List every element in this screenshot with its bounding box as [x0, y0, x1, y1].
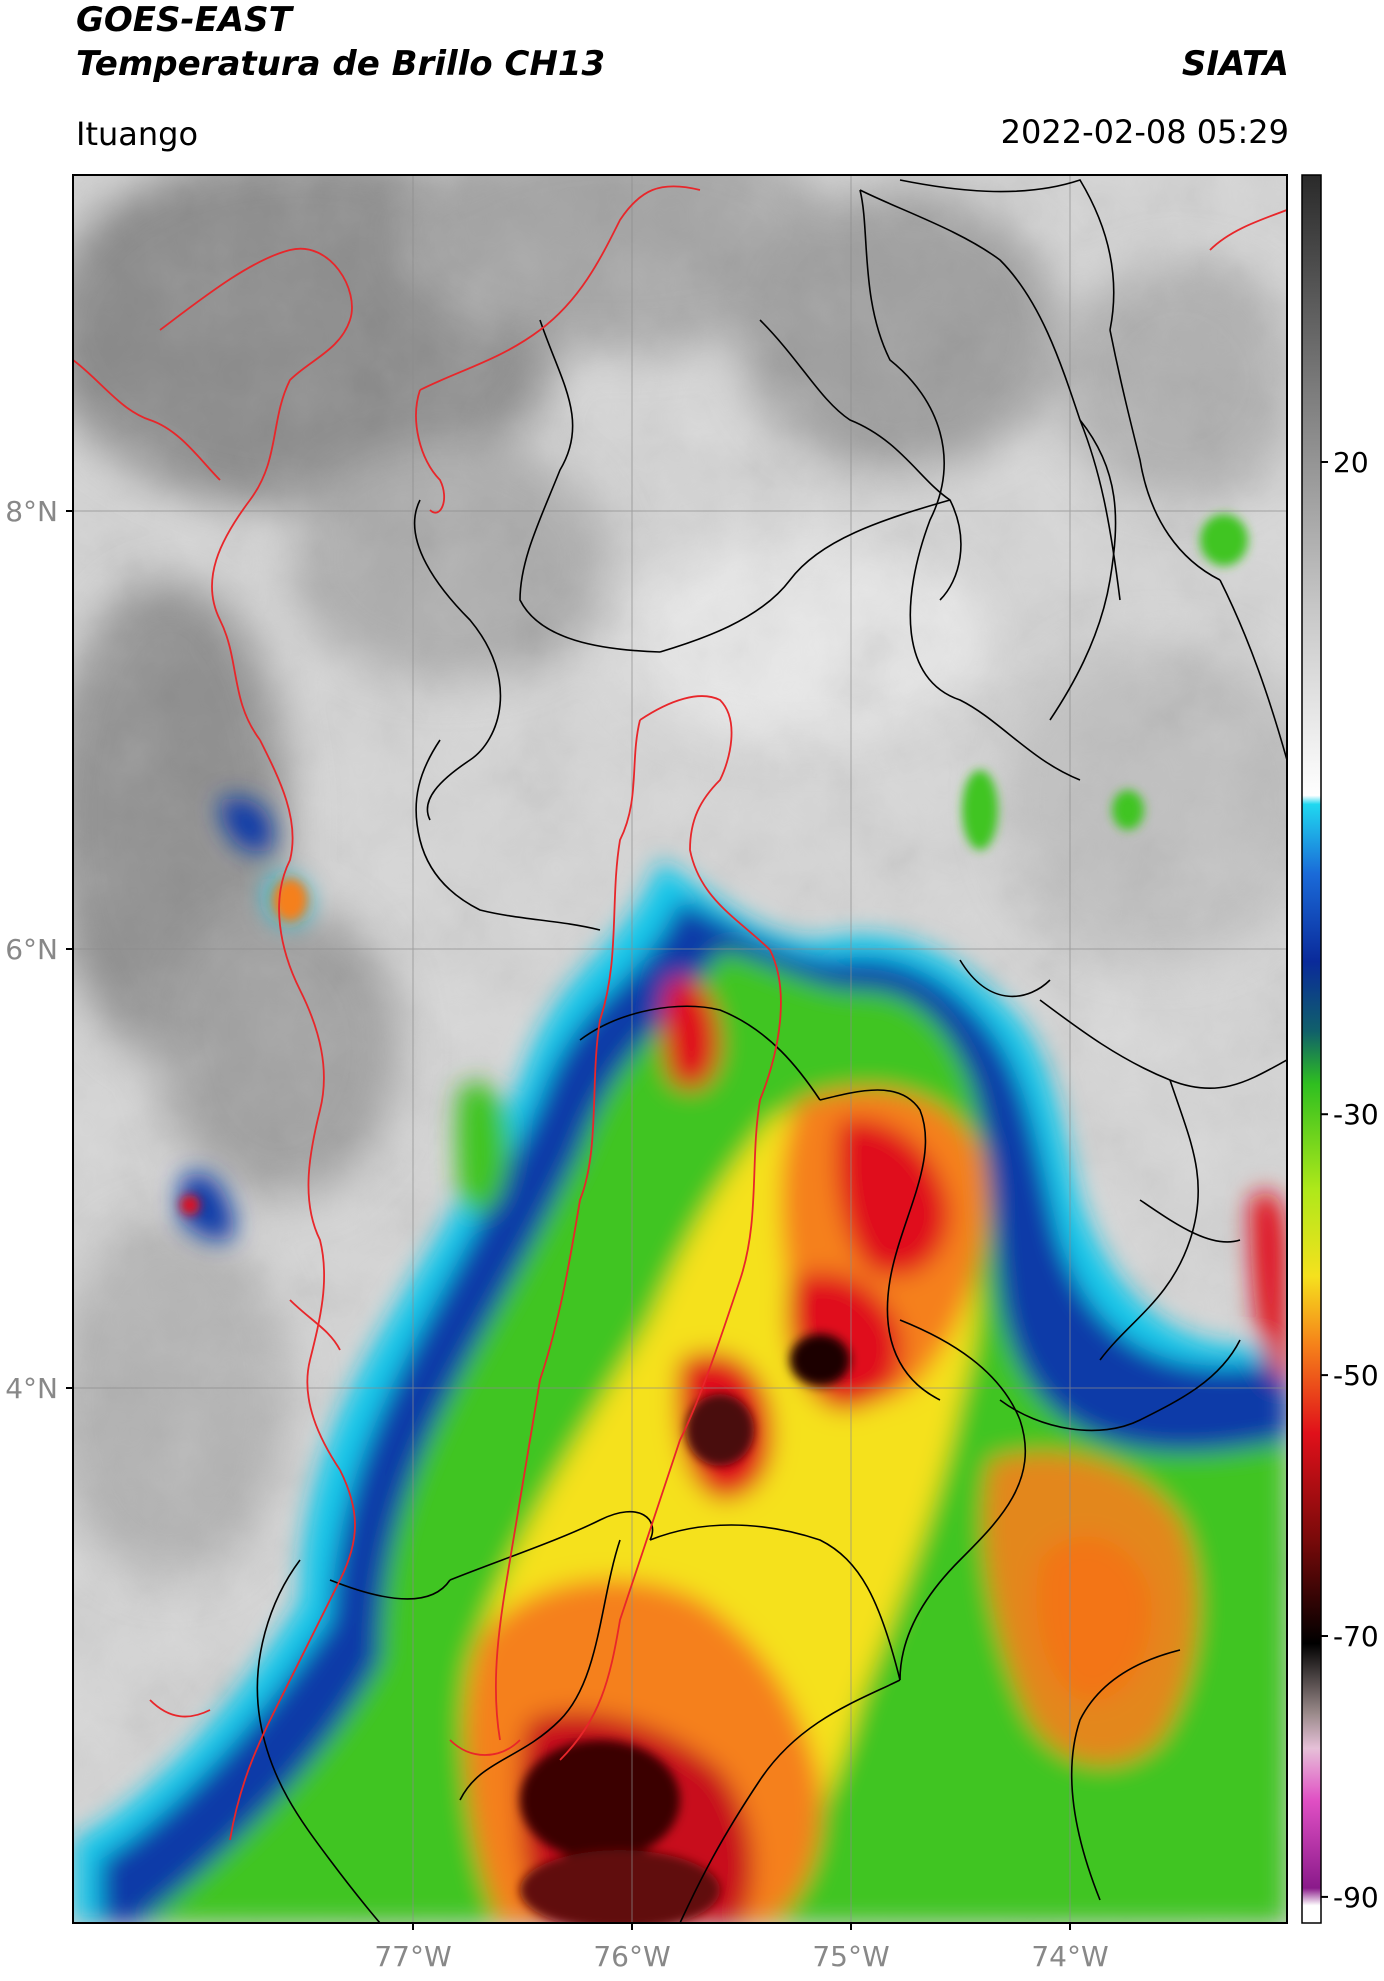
map-ticks: [66, 510, 1071, 1930]
lat-label-4n: 4°N: [5, 1372, 58, 1405]
agency-label: SIATA: [1181, 44, 1289, 84]
colorbar-tick-label: -50: [1333, 1359, 1379, 1392]
colorbar-tick-label: -30: [1333, 1098, 1379, 1131]
map-frame: [72, 174, 1288, 1924]
lon-label-76w: 76°W: [593, 1940, 670, 1973]
lat-label-8n: 8°N: [5, 495, 58, 528]
lat-label-6n: 6°N: [5, 933, 58, 966]
product-title: Temperatura de Brillo CH13: [76, 44, 606, 84]
colorbar-ticks: 20 -30 -50 -70 -90: [1321, 446, 1379, 1914]
satellite-title: GOES-EAST: [76, 0, 292, 40]
lon-label-75w: 75°W: [812, 1940, 889, 1973]
timestamp-label: 2022-02-08 05:29: [1000, 113, 1289, 151]
colorbar-tick-label: 20: [1333, 446, 1369, 479]
lon-label-77w: 77°W: [374, 1940, 451, 1973]
department-borders: [256, 179, 1287, 1923]
graticule: [73, 175, 1287, 1923]
colorbar-tick-label: -70: [1333, 1620, 1379, 1653]
region-label: Ituango: [76, 115, 199, 153]
colorbar-gradient: [1302, 175, 1321, 1923]
cold-cores: [180, 514, 1248, 1923]
colorbar-tick-label: -90: [1333, 1881, 1379, 1914]
colorbar: 20 -30 -50 -70 -90: [1301, 174, 1379, 1924]
lon-label-74w: 74°W: [1031, 1940, 1108, 1973]
region-borders: [73, 185, 1287, 1841]
colorbar-frame: [1301, 174, 1322, 1924]
map-body: [73, 175, 1287, 1923]
